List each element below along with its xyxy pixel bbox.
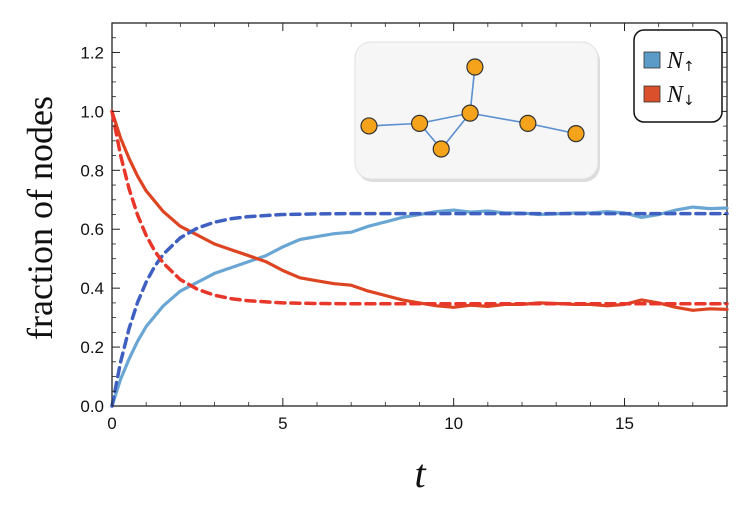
y-tick-label: 1.2 (80, 43, 104, 62)
y-tick-label: 0.6 (80, 220, 104, 239)
x-tick-label: 15 (615, 414, 634, 433)
y-axis-title: fraction of nodes (20, 96, 60, 340)
tick-group: 0 5 10 15 0.0 0.2 0.4 0.6 0.8 1.0 1.2 (80, 23, 728, 433)
network-node (410, 114, 429, 132)
x-axis-title: t (414, 451, 426, 496)
network-node (432, 140, 450, 158)
network-inset (354, 41, 600, 182)
legend-box (633, 29, 723, 123)
network-node (519, 114, 537, 132)
y-tick-label: 0.8 (80, 161, 104, 180)
network-node (567, 125, 585, 143)
legend-swatch (643, 85, 661, 103)
legend-label: N↓ (666, 82, 695, 109)
legend-label: N↑ (666, 48, 695, 75)
x-tick-label: 5 (278, 414, 287, 433)
legend-swatch (643, 51, 661, 69)
network-node (466, 58, 484, 76)
simulation-curve (110, 205, 729, 408)
series-group (110, 109, 729, 408)
legend: N↑ N↓ (633, 29, 723, 123)
network-node (360, 117, 378, 135)
x-tick-label: 0 (107, 414, 116, 433)
theory-curve (110, 211, 729, 408)
y-tick-label: 0.2 (80, 338, 104, 357)
simulation-curve (110, 109, 729, 312)
y-tick-label: 0.0 (80, 397, 104, 416)
y-tick-label: 0.4 (80, 279, 104, 298)
y-tick-label: 1.0 (80, 102, 104, 121)
x-tick-label: 10 (444, 414, 463, 433)
theory-curve (110, 109, 729, 306)
network-node (461, 104, 479, 122)
network-edge (469, 112, 529, 125)
